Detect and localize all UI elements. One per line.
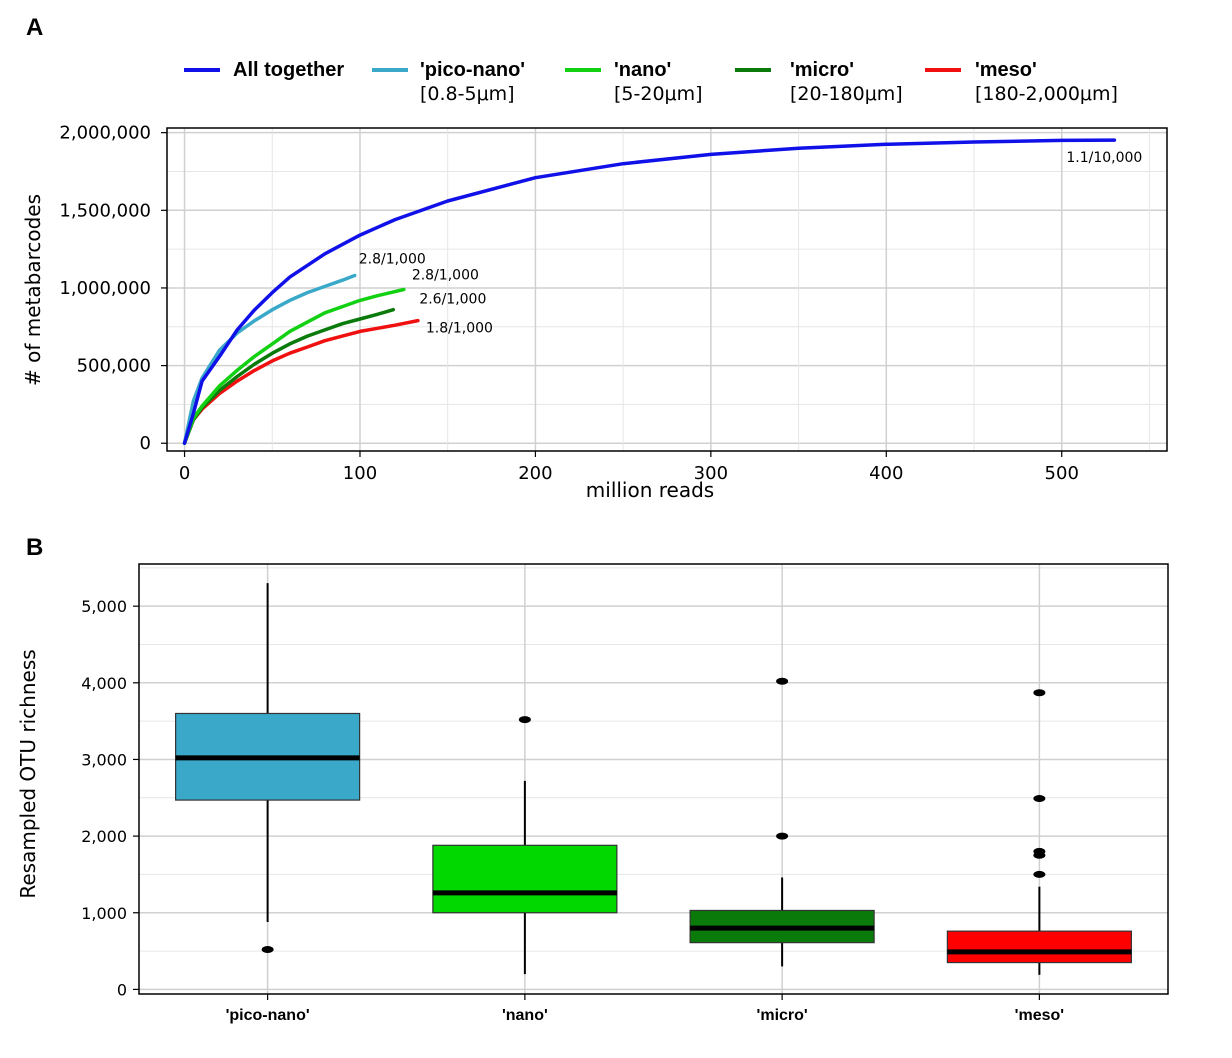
legend-item-micro: 'micro' [20-180μm] <box>735 59 903 105</box>
grid-lines <box>139 564 1168 994</box>
legend-item-nano: 'nano' [5-20μm] <box>565 59 703 105</box>
series-line-2 <box>182 287 406 445</box>
legend-item-all-together: All together <box>184 59 344 81</box>
box-plots <box>175 583 1132 975</box>
x-tick-label: 300 <box>694 463 728 484</box>
x-tick-label: 400 <box>869 463 903 484</box>
x-axis-title: million reads <box>586 478 714 502</box>
y-tick-label: 0 <box>140 433 151 454</box>
y-tick-label: 0 <box>117 980 127 999</box>
end-label-0: 1.1/10,000 <box>1066 150 1142 166</box>
legend-label: 'meso' <box>975 59 1037 81</box>
legend-label: 'pico-nano' <box>420 59 525 81</box>
box-1 <box>432 716 618 975</box>
category-label: 'meso' <box>1015 1007 1064 1024</box>
panel-a-letter: A <box>26 14 43 41</box>
plot-frame <box>138 563 1169 995</box>
box-2 <box>689 677 875 967</box>
outlier-point <box>1033 795 1046 803</box>
outlier-point <box>518 716 531 724</box>
box-0 <box>175 583 361 954</box>
y-axis-title: Resampled OTU richness <box>16 649 40 898</box>
end-label-2: 2.8/1,000 <box>412 268 479 284</box>
x-tick-label: 500 <box>1045 463 1079 484</box>
legend-sublabel: [20-180μm] <box>790 83 903 105</box>
box-body <box>432 844 618 914</box>
legend-sublabel: [180-2,000μm] <box>975 83 1118 105</box>
axis-ticks: 0 100 200 300 400 500 0 500,000 1,000,000 1,500,0… <box>59 123 1079 484</box>
y-tick-label: 1,500,000 <box>59 200 151 221</box>
outlier-point <box>1033 870 1046 878</box>
legend-label: 'micro' <box>790 59 854 81</box>
end-label-1: 2.8/1,000 <box>359 252 426 268</box>
panel-b-letter: B <box>26 534 43 561</box>
outlier-point <box>1033 689 1046 697</box>
x-tick-label: 0 <box>179 463 190 484</box>
y-tick-label: 500,000 <box>77 356 151 377</box>
legend: All together 'pico-nano' [0.8-5μm] 'nano… <box>184 59 1118 105</box>
y-tick-label: 1,000,000 <box>59 278 151 299</box>
series-line-1 <box>182 273 357 445</box>
panel-a-line-chart: All together 'pico-nano' [0.8-5μm] 'nano… <box>21 59 1168 502</box>
end-label-3: 2.6/1,000 <box>419 292 486 308</box>
series-line-0 <box>182 138 1117 445</box>
y-tick-label: 4,000 <box>81 674 127 693</box>
panel-b-box-plot: 0 1,000 2,000 3,000 4,000 5,000 'pico-nano' 'na… <box>16 563 1169 1024</box>
legend-item-pico-nano: 'pico-nano' [0.8-5μm] <box>372 59 525 105</box>
axis-ticks: 0 1,000 2,000 3,000 4,000 5,000 'pico-nano' 'na… <box>81 597 1064 1024</box>
y-axis-title: # of metabarcodes <box>21 194 45 386</box>
plot-frame <box>166 127 1168 452</box>
box-body <box>946 930 1132 964</box>
outlier-point <box>776 677 789 685</box>
legend-sublabel: [5-20μm] <box>614 83 703 105</box>
x-tick-label: 200 <box>518 463 552 484</box>
category-label: 'micro' <box>757 1007 808 1024</box>
outlier-point <box>776 832 789 840</box>
y-tick-label: 2,000,000 <box>59 123 151 144</box>
y-tick-label: 1,000 <box>81 904 127 923</box>
x-tick-label: 100 <box>343 463 377 484</box>
box-3 <box>946 689 1132 975</box>
y-tick-label: 3,000 <box>81 750 127 769</box>
y-tick-label: 5,000 <box>81 597 127 616</box>
legend-label: 'nano' <box>614 59 671 81</box>
outlier-point <box>1033 847 1046 855</box>
series-lines <box>182 138 1117 445</box>
end-label-4: 1.8/1,000 <box>426 321 493 337</box>
legend-sublabel: [0.8-5μm] <box>420 83 515 105</box>
category-label: 'nano' <box>502 1007 548 1024</box>
outlier-point <box>261 946 274 954</box>
y-tick-label: 2,000 <box>81 827 127 846</box>
legend-label: All together <box>233 59 344 81</box>
legend-item-meso: 'meso' [180-2,000μm] <box>925 59 1118 105</box>
category-label: 'pico-nano' <box>226 1007 310 1024</box>
